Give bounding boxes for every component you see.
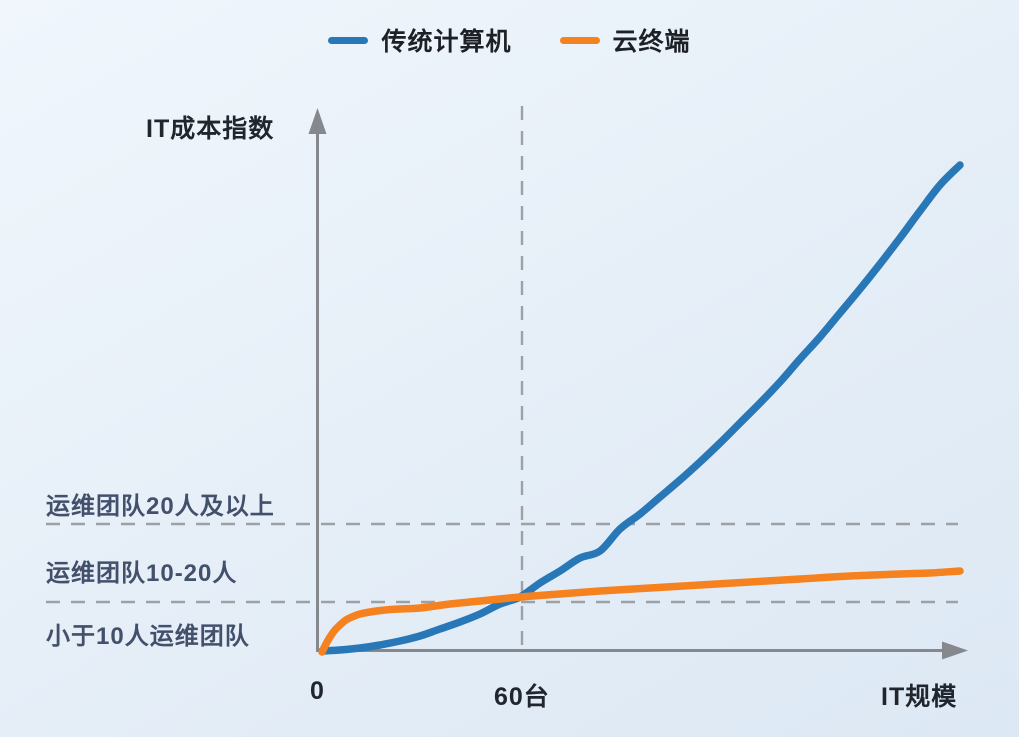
legend-dash-cloud-icon: [559, 36, 600, 44]
x-tick-zero: 0: [310, 677, 325, 705]
y-axis-title: IT成本指数: [146, 115, 275, 143]
x-tick-60: 60台: [494, 683, 550, 711]
x-axis-title: IT规模: [881, 683, 958, 711]
annotation-team-under-10: 小于10人运维团队: [46, 623, 250, 650]
annotation-team-10-20: 运维团队10-20人: [46, 560, 238, 587]
legend-label-cloud: 云终端: [612, 28, 691, 56]
legend-label-traditional: 传统计算机: [381, 28, 512, 56]
annotation-team-20-plus: 运维团队20人及以上: [46, 493, 275, 520]
legend-item-cloud: 云终端: [559, 22, 691, 58]
legend-item-traditional: 传统计算机: [328, 22, 511, 58]
legend: 传统计算机 云终端: [0, 22, 1019, 58]
legend-dash-traditional-icon: [328, 36, 369, 44]
